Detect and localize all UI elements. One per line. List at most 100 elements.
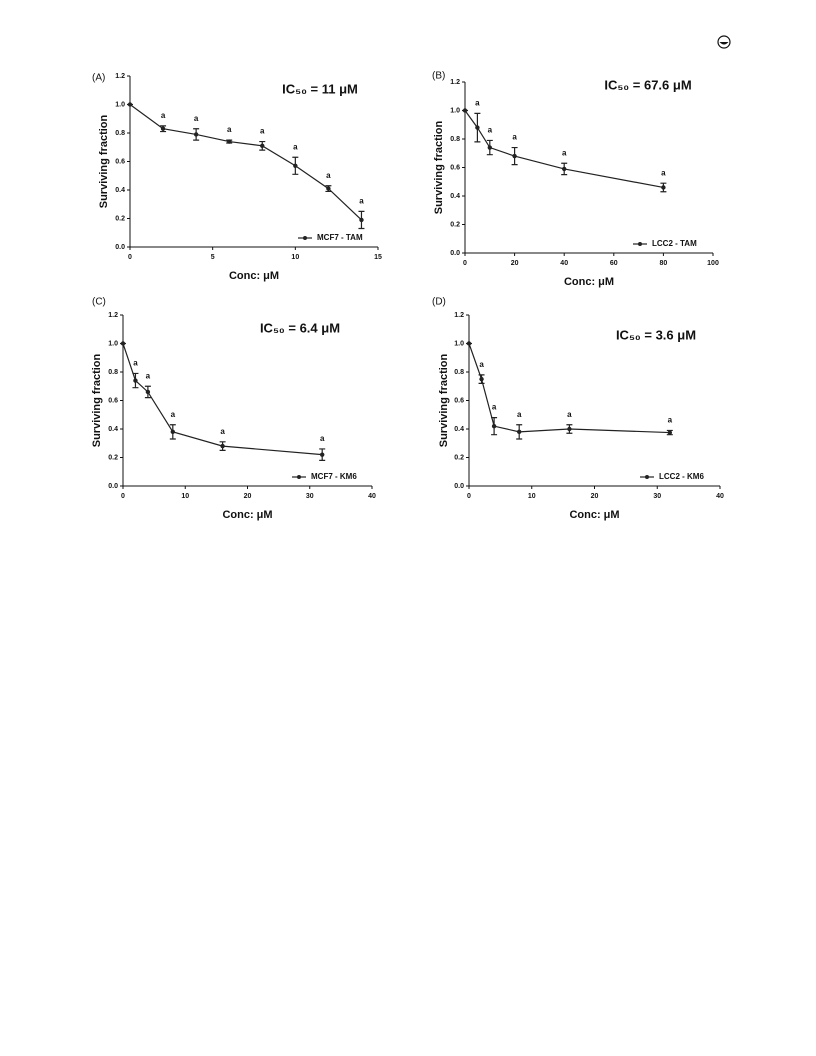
data-point [127, 102, 133, 107]
chart-title: IC₅₀ = 67.6 μM [604, 77, 691, 92]
chart-panel: 0.0 0.2 0.4 0.6 0.8 1.0 1.2 0 20 40 60 80 100 Conc: μ… [432, 71, 719, 288]
x-tick-label: 0 [128, 254, 132, 261]
x-tick-label: 40 [716, 493, 724, 500]
data-point [661, 185, 666, 190]
data-point [326, 186, 331, 191]
chart-panel: 0.0 0.2 0.4 0.6 0.8 1.0 1.2 0 10 20 30 40 Conc: μM Su… [91, 297, 376, 521]
data-point [133, 378, 138, 383]
annotation: a [161, 111, 166, 120]
legend-marker [638, 242, 642, 246]
y-tick-label: 1.0 [454, 340, 464, 347]
y-tick-label: 1.0 [108, 340, 118, 347]
annotation: a [171, 410, 176, 419]
annotation: a [194, 114, 199, 123]
series-line [129, 104, 362, 221]
y-tick-label: 0.4 [450, 193, 460, 200]
x-tick-label: 20 [511, 260, 519, 267]
annotation: a [562, 148, 567, 157]
annotation: a [492, 403, 497, 412]
annotation: a [517, 410, 522, 419]
annotation: a [220, 427, 225, 436]
x-tick-label: 5 [211, 254, 215, 261]
data-point [567, 426, 572, 432]
x-tick-label: 40 [560, 260, 568, 267]
annotation: a [227, 125, 232, 134]
data-point [293, 163, 298, 168]
y-tick-label: 0.2 [454, 454, 464, 461]
legend-marker [303, 236, 307, 240]
y-tick-label: 0.6 [450, 164, 460, 171]
annotation: a [512, 133, 517, 142]
annotation: a [661, 168, 666, 177]
y-axis-label: Surviving fraction [438, 353, 450, 447]
series-line [464, 110, 664, 189]
x-tick-label: 40 [368, 493, 376, 500]
annotation: a [359, 196, 364, 205]
y-tick-label: 0.0 [115, 244, 125, 251]
series-line [468, 343, 670, 434]
y-tick-label: 1.0 [450, 107, 460, 114]
y-tick-label: 0.8 [108, 369, 118, 376]
annotation: a [668, 416, 673, 425]
chart-panel: 0.0 0.2 0.4 0.6 0.8 1.0 1.2 0 10 20 30 40 Conc: μM Su… [432, 297, 724, 521]
data-point [160, 126, 166, 131]
series-line [122, 343, 323, 456]
y-tick-label: 0.6 [108, 397, 118, 404]
y-tick-label: 0.6 [454, 397, 464, 404]
panel-label: (C) [92, 297, 106, 308]
x-tick-label: 80 [660, 260, 668, 267]
y-tick-label: 0.2 [115, 215, 125, 222]
data-point [517, 429, 522, 435]
y-tick-label: 0.4 [115, 187, 125, 194]
x-tick-label: 0 [467, 493, 471, 500]
annotation: a [567, 410, 572, 419]
panel-label: (A) [92, 73, 105, 84]
x-tick-label: 10 [291, 254, 299, 261]
data-point [512, 153, 517, 159]
annotation: a [479, 360, 484, 369]
data-point [145, 389, 151, 395]
legend-marker [645, 475, 649, 479]
x-tick-label: 0 [463, 260, 467, 267]
data-point [220, 443, 225, 449]
panel-label: (B) [432, 71, 445, 82]
legend-label: MCF7 - TAM [317, 233, 363, 242]
chart-title: IC₅₀ = 6.4 μM [260, 320, 340, 335]
legend-marker [297, 475, 301, 479]
y-tick-label: 1.2 [450, 79, 460, 86]
data-point [260, 143, 265, 149]
data-point [562, 166, 567, 172]
legend-label: MCF7 - KM6 [311, 472, 357, 481]
chart-title: IC₅₀ = 3.6 μM [616, 327, 696, 342]
y-tick-label: 0.4 [108, 426, 118, 433]
annotation: a [326, 171, 331, 180]
x-tick-label: 20 [591, 493, 599, 500]
x-tick-label: 60 [610, 260, 618, 267]
annotation: a [133, 359, 138, 368]
x-axis-label: Conc: μM [222, 509, 272, 521]
y-tick-label: 0.0 [454, 483, 464, 490]
data-point [466, 341, 472, 346]
y-tick-label: 0.6 [115, 158, 125, 165]
y-tick-label: 1.2 [454, 312, 464, 319]
annotation: a [146, 371, 151, 380]
data-point [193, 132, 199, 137]
y-tick-label: 0.0 [108, 483, 118, 490]
data-point [667, 430, 672, 435]
data-point [479, 376, 484, 382]
y-axis-label: Surviving fraction [433, 120, 445, 214]
y-tick-label: 0.8 [115, 130, 125, 137]
y-axis-label: Surviving fraction [91, 353, 103, 447]
x-axis-label: Conc: μM [569, 509, 619, 521]
chart-panel: 0.0 0.2 0.4 0.6 0.8 1.0 1.2 0 5 10 15 Conc: μM Survi… [92, 73, 382, 282]
panel-label: (D) [432, 297, 446, 308]
x-tick-label: 10 [181, 493, 189, 500]
legend-label: LCC2 - TAM [652, 239, 697, 248]
data-point [359, 217, 364, 223]
y-tick-label: 0.8 [454, 369, 464, 376]
x-tick-label: 30 [306, 493, 314, 500]
corner-icon [717, 35, 731, 49]
annotation: a [293, 142, 298, 151]
annotation: a [488, 126, 493, 135]
